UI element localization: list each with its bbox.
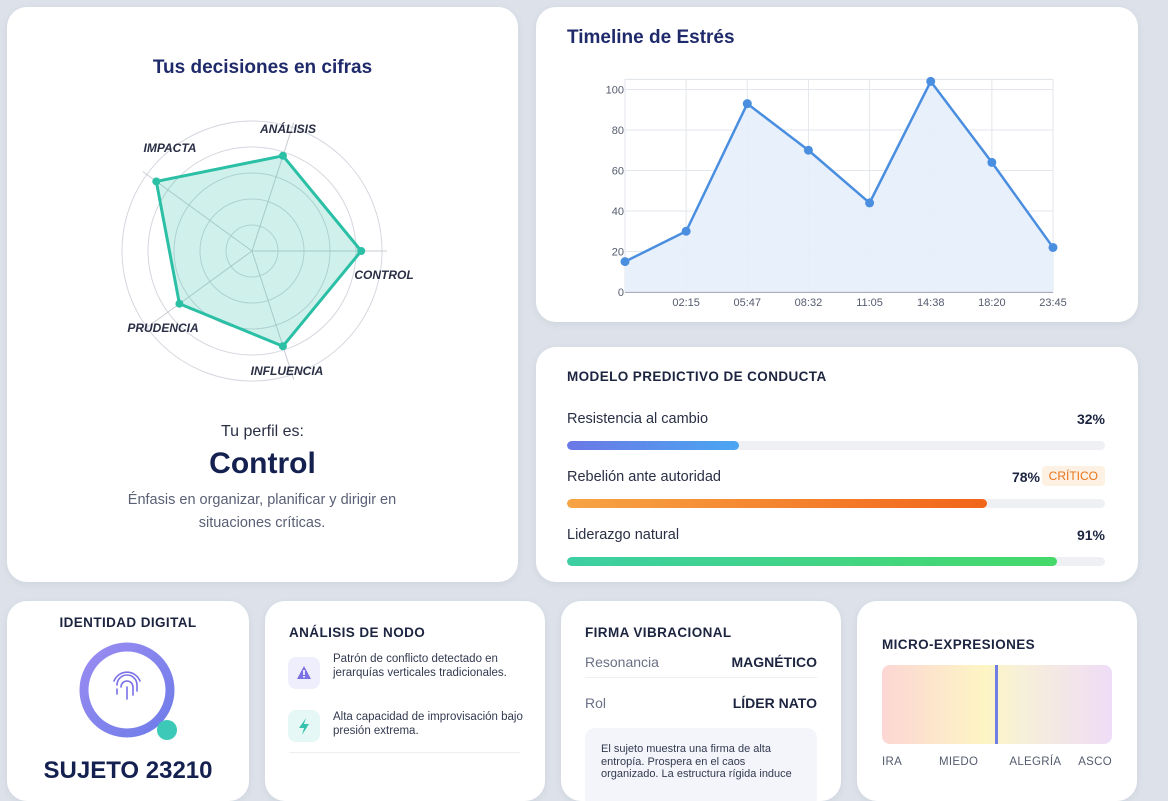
divider (289, 752, 520, 753)
axis-label: IMPACTA (144, 141, 197, 155)
radar-axis (142, 250, 253, 331)
profile-label: Tu perfil es: (221, 423, 304, 440)
radar-point (175, 299, 184, 308)
axis-label: CONTROL (354, 268, 413, 282)
x-tick-label: 05:47 (734, 297, 762, 309)
stress-point (926, 76, 936, 86)
card-title: MICRO-EXPRESIONES (882, 637, 1036, 652)
area (625, 81, 1053, 293)
card-title: Tus decisiones en cifras (152, 57, 373, 78)
y-tick-label: 20 (612, 247, 624, 259)
row-value: MAGNÉTICO (731, 654, 817, 670)
radar-point (357, 247, 366, 255)
y-tick-label: 60 (612, 166, 624, 178)
warning-icon-box (288, 657, 320, 689)
emotion-label: ALEGRÍA (1009, 756, 1062, 768)
y-tick-label: 40 (612, 206, 624, 218)
card-title: FIRMA VIBRACIONAL (585, 625, 732, 640)
stress-point (620, 257, 630, 267)
stress-point (803, 145, 813, 155)
divider (585, 677, 817, 678)
bar-value: 91% (1076, 527, 1105, 543)
model-card: MODELO PREDICTIVO DE CONDUCTA Resistenci… (536, 347, 1138, 582)
emotion-label: ASCO (1078, 756, 1112, 768)
radar-chart: ANÁLISIS CONTROL INFLUENCIA PRUDENCIA IMPACT… (121, 120, 414, 382)
emotion-label: MIEDO (939, 756, 979, 768)
emotion-marker (994, 665, 998, 744)
radar-point (152, 177, 161, 186)
x-tick-label: 18:20 (978, 297, 1006, 309)
x-tick-label: 11:05 (856, 297, 883, 309)
bar-track (567, 441, 1105, 450)
bar-label: Resistencia al cambio (567, 411, 709, 427)
emotion-gradient (882, 665, 1112, 744)
radar-axis (251, 122, 295, 252)
page: {"radar_card": {"title": "Tus decisiones… (7, 7, 1138, 801)
bar-track (567, 557, 1105, 566)
card-title: Timeline de Estrés (567, 27, 735, 48)
y-tick-label: 0 (618, 287, 624, 299)
y-tick-label: 100 (606, 85, 624, 97)
bar-value: 32% (1076, 411, 1105, 427)
status-dot (157, 720, 177, 740)
fingerprint-icon (113, 671, 141, 700)
bar-track (567, 499, 1105, 508)
line-chart: 0 20 40 60 80 100 02:15 05:47 08:32 11:05 14:38 18:… (606, 76, 1067, 309)
ring (79, 642, 175, 738)
bar-label: Rebelión ante autoridad (567, 469, 721, 485)
stress-point (865, 198, 875, 208)
profile: Control (209, 447, 316, 480)
card-title: MODELO PREDICTIVO DE CONDUCTA (567, 369, 827, 384)
axis-label: PRUDENCIA (127, 321, 198, 335)
radar-axis (142, 171, 253, 252)
axis-label: ANÁLISIS (259, 121, 316, 136)
node-card: ANÁLISIS DE NODO Patrón de conflicto det… (265, 601, 545, 801)
x-tick-label: 23:45 (1039, 297, 1067, 309)
row-label: Rol (585, 695, 607, 711)
stress-point (681, 226, 691, 236)
emotion-label: IRA (882, 756, 903, 768)
radar-card: Tus decisiones en cifras ANÁLISIS CONTROL… (7, 7, 518, 582)
x-tick-label: 14:38 (917, 297, 945, 309)
stress-point (987, 157, 997, 167)
note: El sujeto muestra una firma de alta entr… (601, 743, 792, 780)
bar (567, 441, 740, 450)
identity-card: IDENTIDAD DIGITAL SUJETO 23210 (7, 601, 249, 801)
warning-icon (297, 666, 311, 679)
fingerprint-badge (79, 642, 177, 740)
vibration-card: FIRMA VIBRACIONAL Resonancia MAGNÉTICO R… (561, 601, 841, 801)
bolt-icon-box (288, 710, 320, 742)
radar-point (278, 342, 287, 351)
node-item: Alta capacidad de improvisación bajo pre… (333, 711, 523, 737)
badge: CRÍTICO (1041, 466, 1105, 486)
axis-label: INFLUENCIA (251, 364, 324, 378)
node-item: Patrón de conflicto detectado en jerarqu… (333, 653, 507, 679)
timeline-card: Timeline de Estrés 0 20 40 60 80 100 02:15 05:4… (536, 7, 1138, 322)
profile-description: Énfasis en organizar, planificar y dirig… (127, 492, 397, 531)
subject-id: SUJETO 23210 (43, 757, 213, 784)
bar (567, 499, 987, 508)
radar-axis (251, 250, 295, 380)
radar-point (278, 151, 287, 160)
bar (567, 557, 1057, 566)
bar-label: Liderazgo natural (567, 527, 680, 543)
row-label: Resonancia (585, 654, 659, 670)
row-value: LÍDER NATO (732, 695, 817, 711)
card-title: ANÁLISIS DE NODO (289, 625, 426, 640)
radar-area (154, 154, 363, 348)
stress-line (624, 80, 1055, 263)
card-title: IDENTIDAD DIGITAL (59, 615, 197, 630)
bolt-icon (299, 718, 309, 735)
y-tick-label: 80 (612, 125, 624, 137)
x-tick-label: 08:32 (795, 297, 823, 309)
stress-point (742, 99, 752, 109)
x-tick-label: 02:15 (672, 297, 700, 309)
micro-card: MICRO-EXPRESIONES IRA MIEDO ALEGRÍA ASCO (857, 601, 1137, 801)
bar-value: 78% (1011, 469, 1040, 485)
stress-point (1048, 242, 1058, 252)
note-box: El sujeto muestra una firma de alta entr… (585, 728, 817, 801)
